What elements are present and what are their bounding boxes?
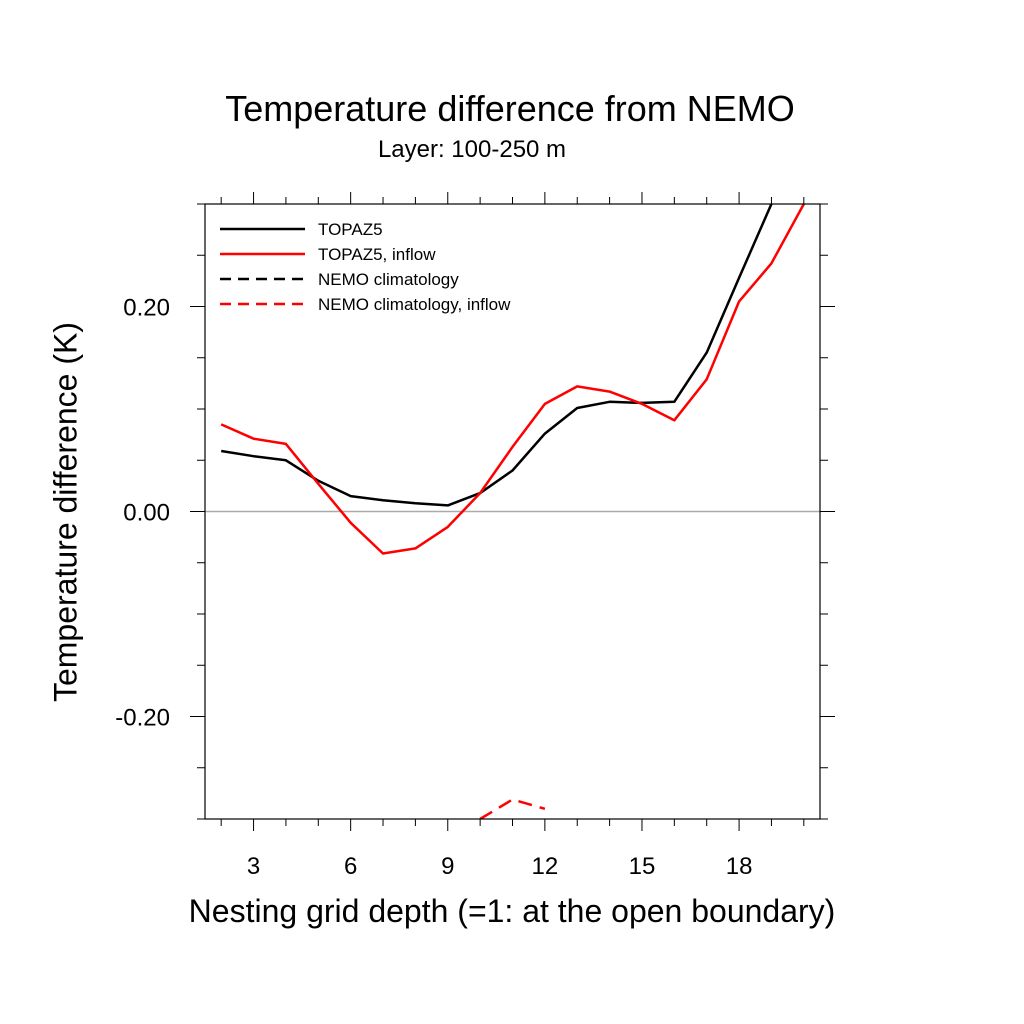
y-tick-label: 0.20 [123,295,170,322]
plot-frame [204,203,821,820]
series-line-2 [220,204,805,555]
legend-label-1: TOPAZ5 [318,220,383,239]
x-tick-label: 9 [441,853,454,880]
chart-title: Temperature difference from NEMO [225,88,795,129]
legend-label-4: NEMO climatology, inflow [318,295,511,314]
y-tick-label: 0.00 [123,500,170,527]
x-tick-label: 18 [726,853,753,880]
series-line-1 [221,204,773,507]
y-axis-label: Temperature difference (K) [47,321,84,703]
x-tick-label: 12 [532,853,559,880]
series-line-4 [479,798,546,819]
legend-label-2: TOPAZ5, inflow [318,245,436,264]
legend-label-3: NEMO climatology [318,270,459,289]
x-tick-label: 6 [344,853,357,880]
x-axis-label: Nesting grid depth (=1: at the open boun… [188,893,836,929]
chart-subtitle: Layer: 100-250 m [377,136,567,163]
x-tick-label: 3 [247,853,260,880]
x-tick-label: 15 [629,853,656,880]
y-tick-label: -0.20 [115,705,170,732]
